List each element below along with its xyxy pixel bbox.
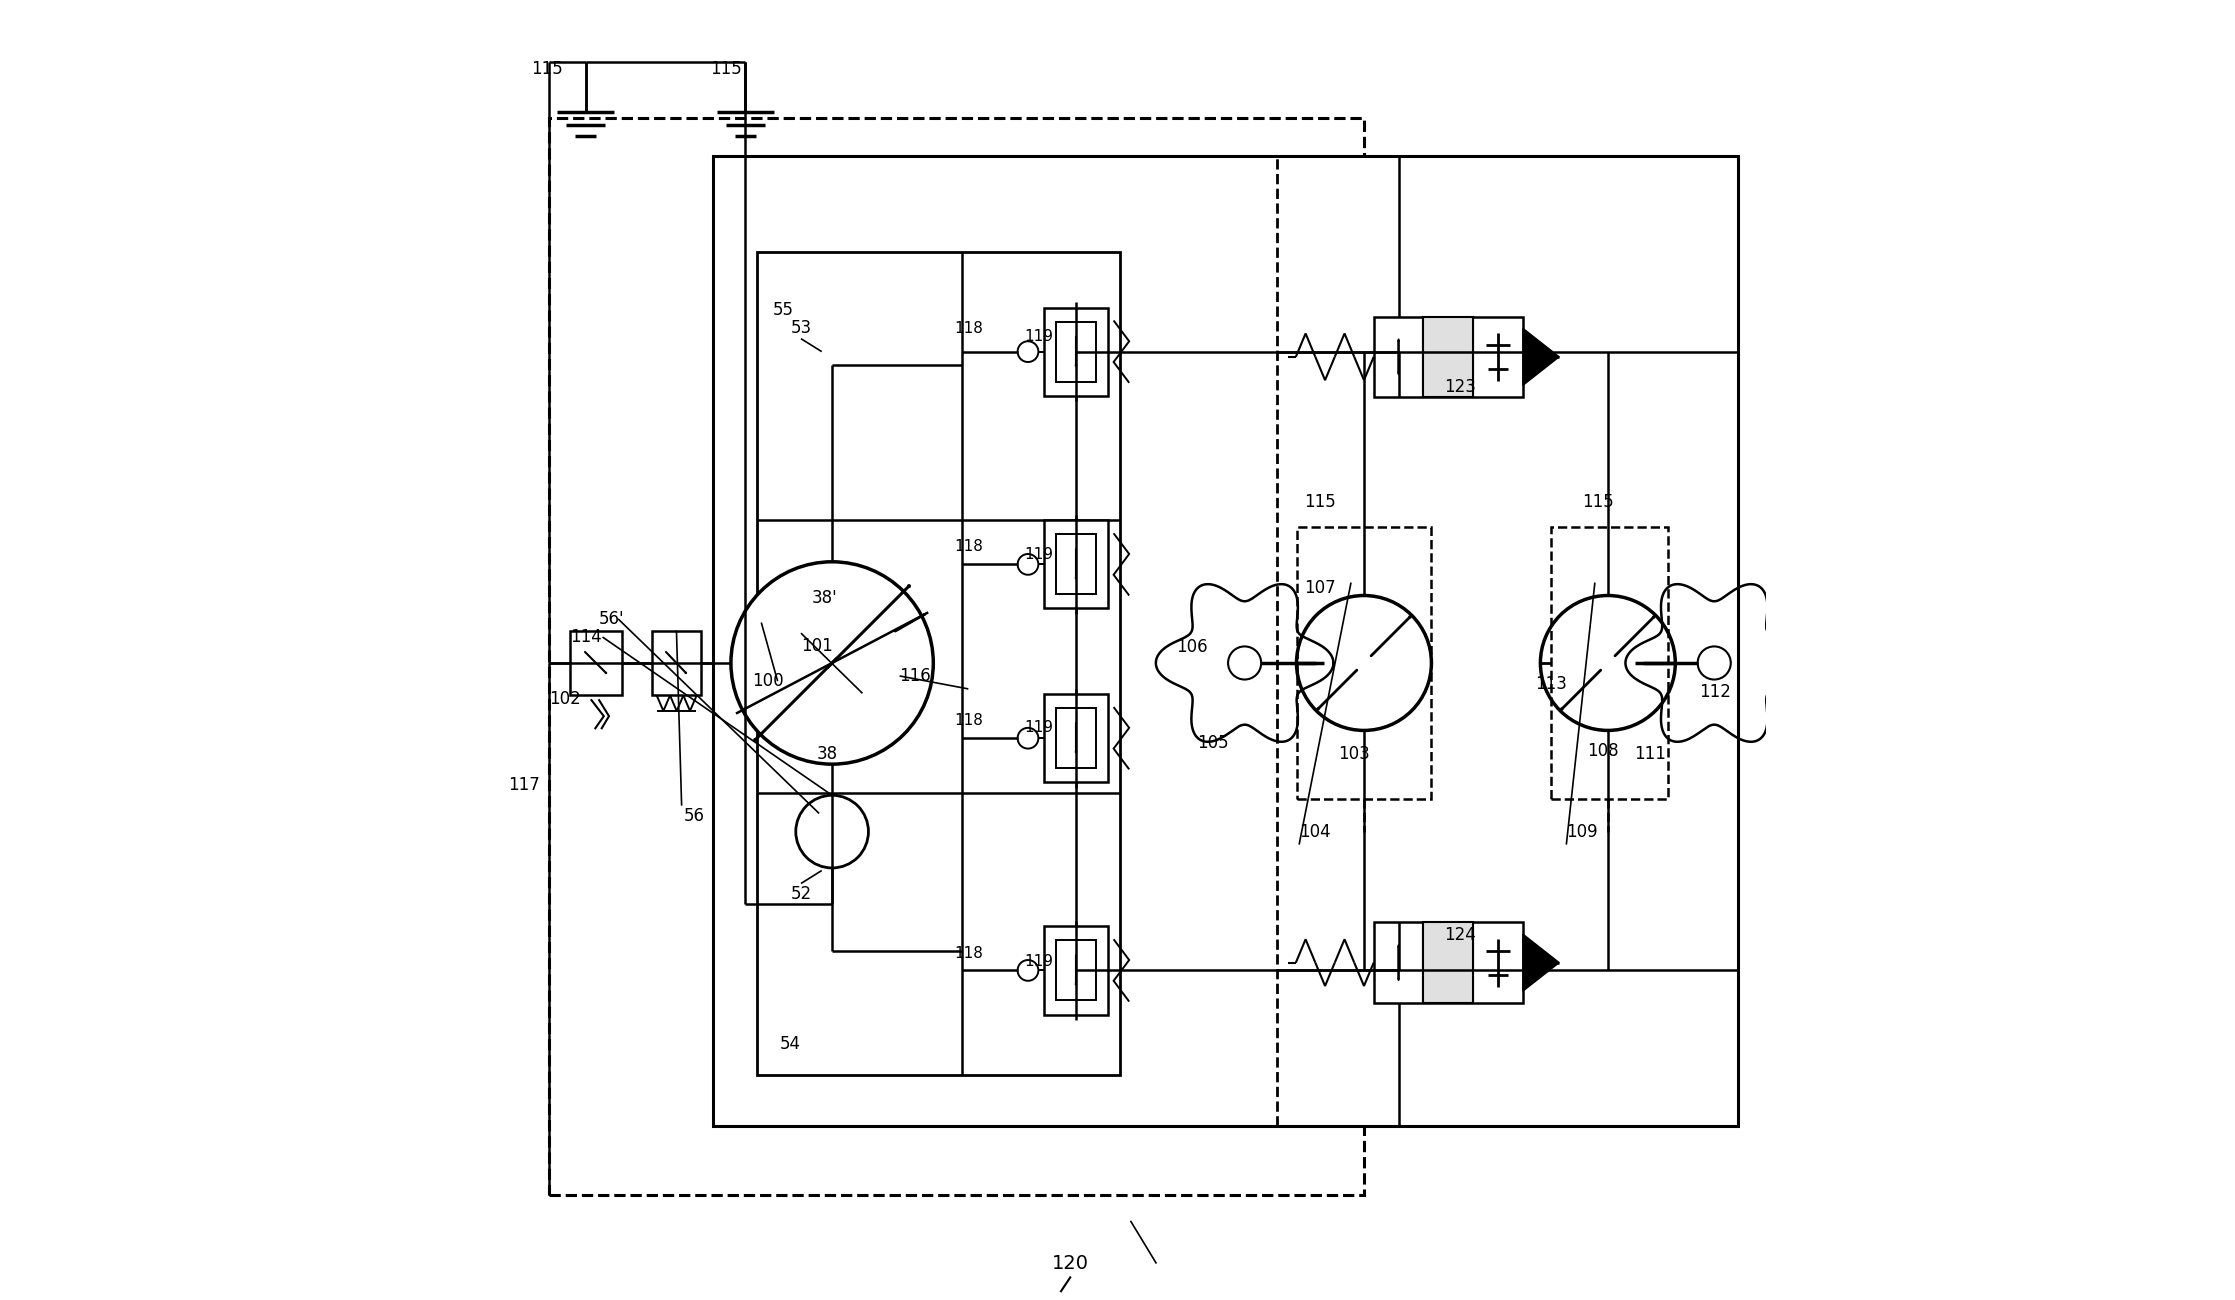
Text: 118: 118 — [954, 321, 983, 335]
Bar — [1551, 526, 1667, 800]
Text: 123: 123 — [1444, 378, 1477, 395]
Bar — [1375, 317, 1522, 396]
Text: 119: 119 — [1024, 954, 1053, 968]
Bar — [1044, 694, 1109, 783]
Text: 124: 124 — [1444, 927, 1475, 944]
Circle shape — [1017, 728, 1039, 749]
Text: 112: 112 — [1699, 682, 1730, 701]
Text: 114: 114 — [570, 628, 601, 646]
Bar — [1044, 520, 1109, 608]
Bar — [1055, 321, 1095, 382]
Text: 54: 54 — [780, 1035, 800, 1053]
Polygon shape — [1522, 935, 1560, 991]
Text: 56': 56' — [599, 610, 624, 628]
Circle shape — [1017, 342, 1039, 361]
Bar — [550, 118, 1363, 1195]
Text: 113: 113 — [1535, 675, 1567, 693]
Circle shape — [1699, 646, 1730, 680]
Text: 117: 117 — [507, 776, 539, 794]
Text: 115: 115 — [1305, 493, 1337, 511]
Text: 119: 119 — [1024, 546, 1053, 562]
Bar — [1044, 927, 1109, 1014]
Circle shape — [1540, 595, 1676, 731]
Text: 100: 100 — [751, 672, 782, 690]
Text: 118: 118 — [954, 538, 983, 554]
Circle shape — [1017, 959, 1039, 980]
Circle shape — [731, 562, 934, 764]
Text: 111: 111 — [1634, 745, 1665, 763]
Bar — [570, 630, 621, 696]
Bar — [758, 252, 1120, 1075]
Text: 119: 119 — [1024, 720, 1053, 736]
Text: 52: 52 — [791, 885, 811, 903]
Text: 103: 103 — [1339, 745, 1370, 763]
Text: 55: 55 — [773, 302, 793, 318]
Text: 102: 102 — [550, 690, 581, 709]
Text: 115: 115 — [711, 60, 742, 78]
Circle shape — [796, 796, 869, 868]
Bar — [1055, 708, 1095, 768]
Bar — [1424, 317, 1473, 396]
Text: 118: 118 — [954, 946, 983, 961]
Circle shape — [1017, 554, 1039, 575]
Bar — [1055, 940, 1095, 1001]
Text: 104: 104 — [1299, 823, 1330, 841]
Polygon shape — [1522, 329, 1560, 385]
Text: 109: 109 — [1567, 823, 1598, 841]
Text: 115: 115 — [1582, 493, 1614, 511]
Text: 116: 116 — [898, 667, 932, 685]
Text: 115: 115 — [532, 60, 563, 78]
Text: 118: 118 — [954, 712, 983, 728]
Text: 53: 53 — [791, 320, 811, 337]
Text: 120: 120 — [1053, 1254, 1088, 1273]
Text: 56: 56 — [684, 807, 706, 826]
Text: 106: 106 — [1176, 638, 1207, 656]
Text: 107: 107 — [1305, 578, 1337, 597]
Text: 101: 101 — [800, 637, 834, 655]
Bar — [1375, 923, 1522, 1002]
Circle shape — [1227, 646, 1261, 680]
Text: 108: 108 — [1587, 742, 1618, 760]
Text: 119: 119 — [1024, 329, 1053, 343]
Bar — [1424, 923, 1473, 1002]
Bar — [1044, 308, 1109, 395]
Bar — [1296, 526, 1430, 800]
Bar — [713, 156, 1737, 1126]
Bar — [653, 630, 702, 696]
Circle shape — [1296, 595, 1430, 731]
Text: 38: 38 — [816, 745, 838, 763]
Bar — [1055, 534, 1095, 594]
Text: 38': 38' — [811, 589, 838, 607]
Text: 105: 105 — [1196, 734, 1229, 753]
